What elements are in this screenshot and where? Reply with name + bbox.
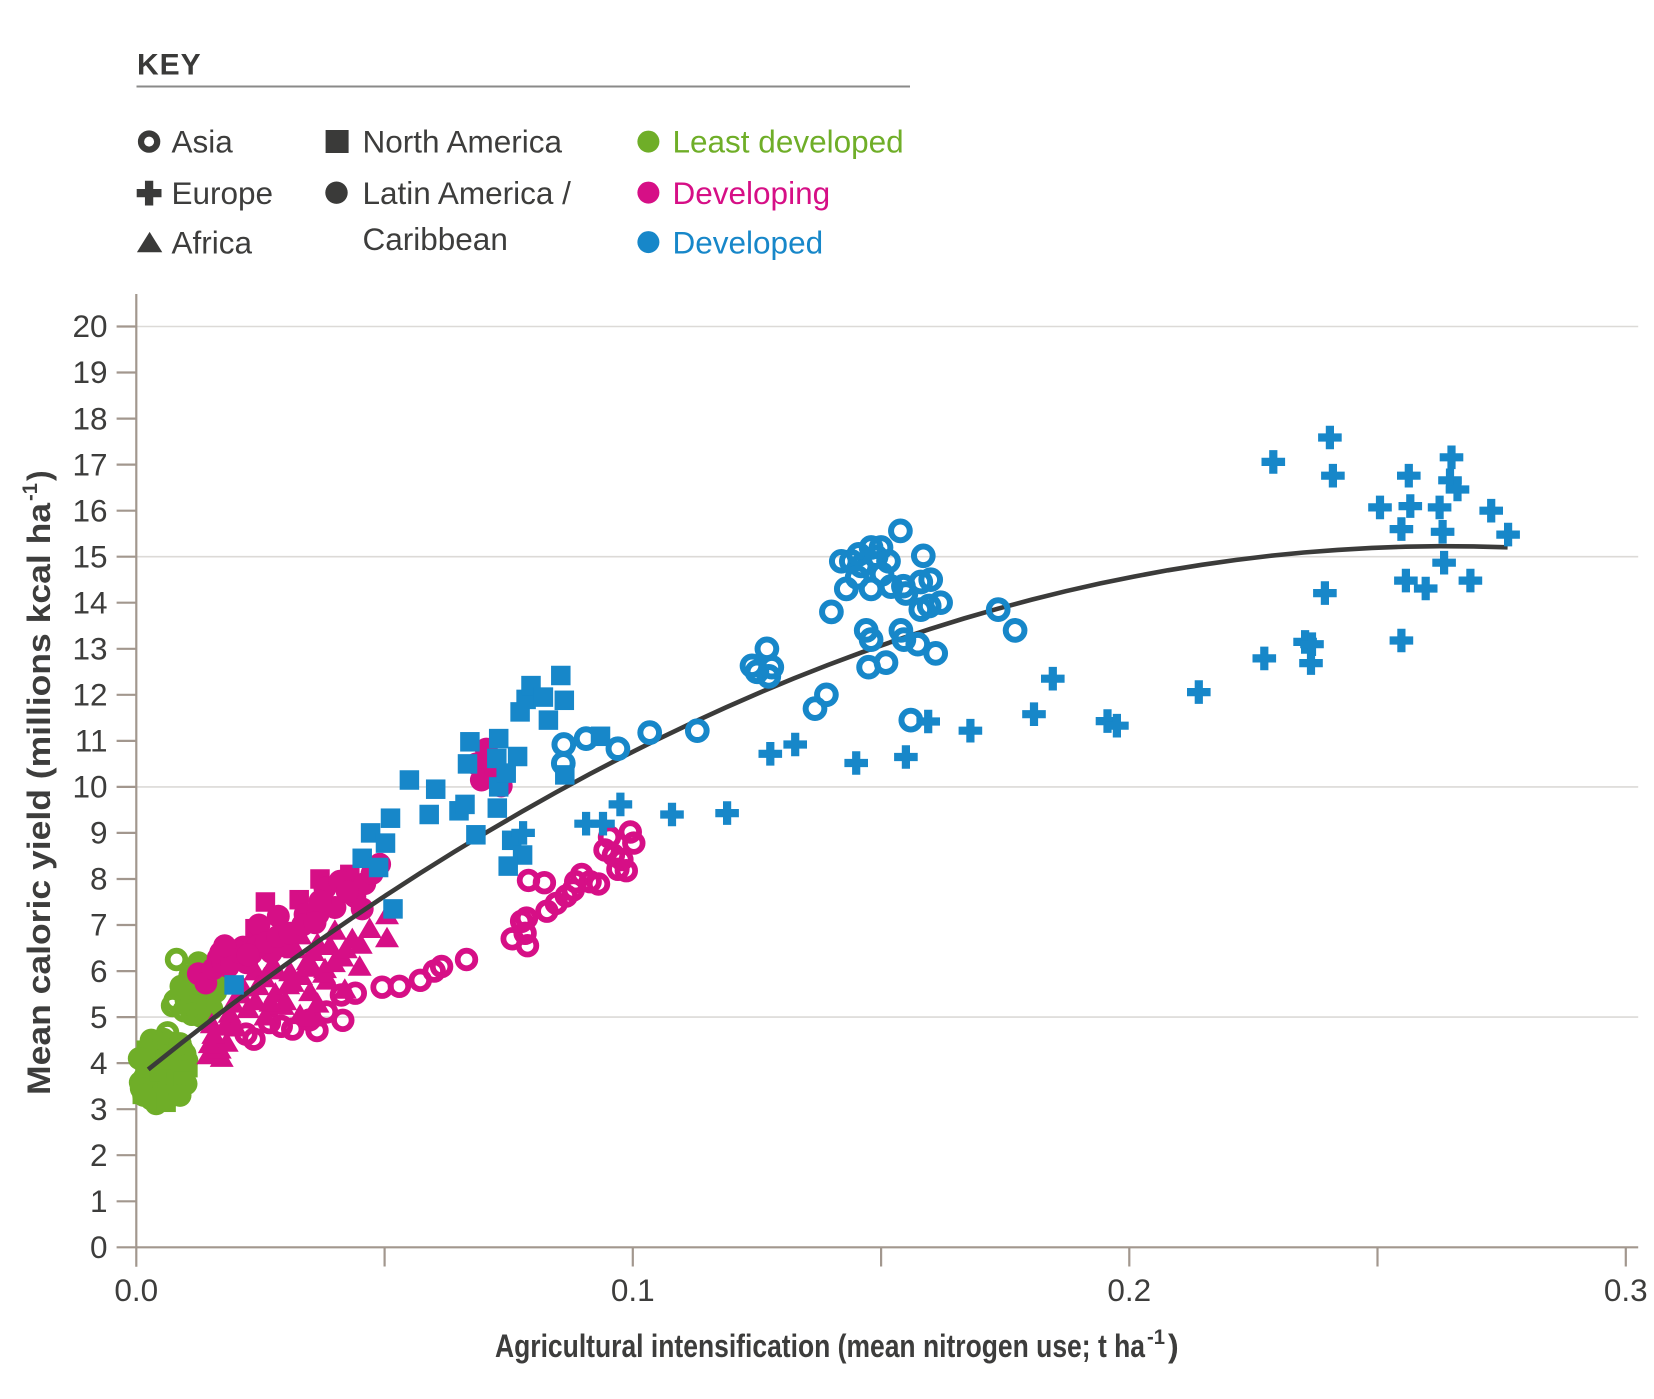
svg-text:10: 10 (72, 769, 107, 805)
svg-text:Agricultural intensification (: Agricultural intensification (mean nitro… (495, 1328, 1145, 1364)
svg-text:0.0: 0.0 (114, 1272, 158, 1308)
svg-text:8: 8 (90, 861, 108, 897)
svg-text:Asia: Asia (172, 124, 234, 160)
svg-text:Developing: Developing (673, 175, 831, 211)
svg-text:Mean caloric yield (millions k: Mean caloric yield (millions kcal ha (21, 503, 57, 1095)
svg-text:Developed: Developed (673, 224, 824, 260)
svg-text:0: 0 (90, 1229, 108, 1265)
svg-text:0.3: 0.3 (1604, 1272, 1648, 1308)
svg-text:20: 20 (72, 308, 107, 344)
svg-text:1: 1 (90, 1183, 108, 1219)
svg-text:11: 11 (75, 723, 108, 759)
svg-text:7: 7 (90, 907, 108, 943)
svg-text:3: 3 (90, 1091, 108, 1127)
svg-text:12: 12 (72, 677, 107, 713)
svg-text:4: 4 (90, 1045, 108, 1081)
svg-text:): ) (21, 470, 57, 481)
svg-text:): ) (1168, 1328, 1179, 1364)
svg-text:9: 9 (90, 815, 108, 851)
svg-text:15: 15 (72, 538, 107, 574)
svg-text:-1: -1 (1147, 1326, 1165, 1349)
svg-text:0.2: 0.2 (1107, 1272, 1151, 1308)
svg-text:Europe: Europe (172, 175, 274, 211)
svg-text:6: 6 (90, 953, 108, 989)
svg-text:19: 19 (72, 354, 107, 390)
svg-text:-1: -1 (19, 483, 42, 501)
svg-text:Latin America /: Latin America / (363, 175, 572, 211)
svg-text:North America: North America (363, 124, 563, 160)
svg-text:18: 18 (72, 400, 107, 436)
svg-text:Caribbean: Caribbean (363, 221, 508, 257)
svg-text:14: 14 (72, 584, 107, 620)
svg-text:Least developed: Least developed (673, 124, 904, 160)
svg-text:16: 16 (72, 492, 107, 528)
svg-text:Africa: Africa (172, 224, 253, 260)
svg-text:2: 2 (90, 1137, 108, 1173)
svg-text:13: 13 (72, 631, 107, 667)
svg-text:KEY: KEY (137, 49, 202, 82)
svg-text:5: 5 (90, 999, 108, 1035)
svg-text:0.1: 0.1 (611, 1272, 655, 1308)
svg-text:17: 17 (72, 446, 107, 482)
